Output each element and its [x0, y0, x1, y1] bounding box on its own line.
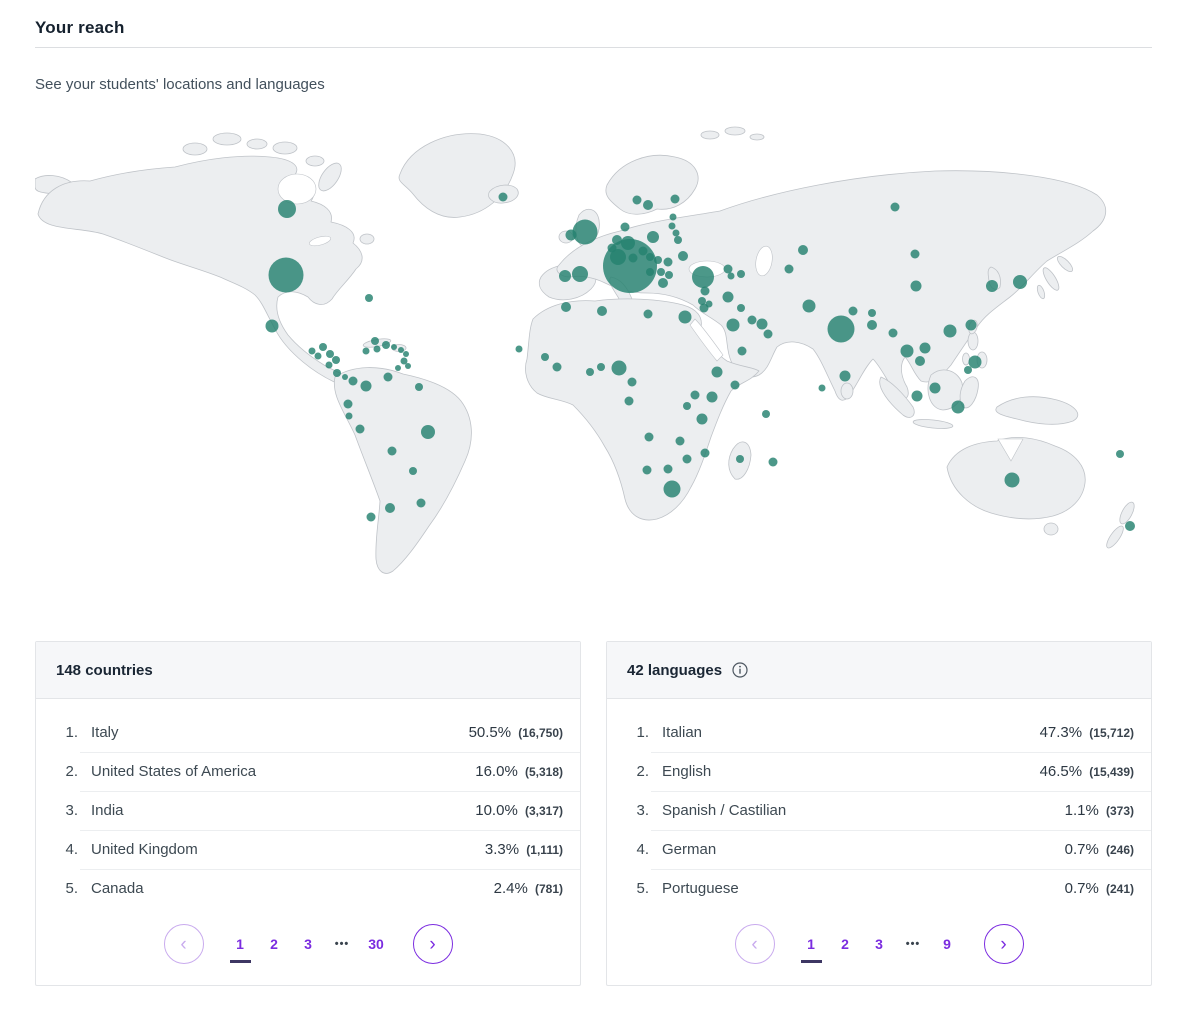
- country-value: 50.5% (16,750): [469, 724, 563, 741]
- stats-cards: 148 countries 1. Italy 50.5% (16,750) 2.…: [35, 641, 1152, 986]
- languages-page-1[interactable]: 1: [801, 936, 822, 952]
- chevron-right-icon: ›: [429, 935, 435, 954]
- countries-card-header: 148 countries: [36, 642, 580, 699]
- countries-card-title: 148 countries: [56, 662, 153, 679]
- language-percent: 46.5%: [1040, 763, 1083, 780]
- language-percent: 0.7%: [1065, 841, 1099, 858]
- page-title: Your reach: [35, 18, 1152, 38]
- language-name: English: [662, 763, 1040, 780]
- country-percent: 16.0%: [475, 763, 518, 780]
- country-count: (16,750): [518, 726, 563, 740]
- country-percent: 3.3%: [485, 841, 519, 858]
- language-row: 5. Portuguese 0.7% (241): [607, 869, 1151, 908]
- language-name: German: [662, 841, 1065, 858]
- country-value: 16.0% (5,318): [475, 763, 563, 780]
- languages-page-2[interactable]: 2: [835, 936, 856, 952]
- title-divider: [35, 47, 1152, 48]
- chevron-left-icon: ‹: [751, 935, 757, 954]
- countries-page-3[interactable]: 3: [298, 936, 319, 952]
- country-name: Canada: [91, 880, 494, 897]
- country-count: (781): [535, 882, 563, 896]
- country-name: India: [91, 802, 475, 819]
- country-percent: 2.4%: [494, 880, 528, 897]
- language-count: (246): [1106, 843, 1134, 857]
- language-rank: 3.: [627, 802, 649, 819]
- language-name: Italian: [662, 724, 1040, 741]
- country-value: 10.0% (3,317): [475, 802, 563, 819]
- country-name: United States of America: [91, 763, 475, 780]
- languages-page-3[interactable]: 3: [869, 936, 890, 952]
- country-row: 1. Italy 50.5% (16,750): [36, 713, 580, 752]
- languages-next-page-button[interactable]: ›: [984, 924, 1024, 964]
- languages-card-header: 42 languages: [607, 642, 1151, 699]
- languages-prev-page-button[interactable]: ‹: [735, 924, 775, 964]
- country-value: 2.4% (781): [494, 880, 563, 897]
- language-value: 1.1% (373): [1065, 802, 1134, 819]
- countries-pagination: ‹ 1 2 3 ••• 30 ›: [36, 924, 580, 985]
- world-map: [35, 119, 1152, 604]
- info-icon[interactable]: [732, 662, 748, 678]
- language-row: 2. English 46.5% (15,439): [607, 752, 1151, 791]
- your-reach-section: Your reach See your students' locations …: [0, 0, 1187, 1026]
- language-percent: 47.3%: [1040, 724, 1083, 741]
- country-row: 2. United States of America 16.0% (5,318…: [36, 752, 580, 791]
- country-row: 4. United Kingdom 3.3% (1,111): [36, 830, 580, 869]
- country-value: 3.3% (1,111): [485, 841, 563, 858]
- languages-pagination: ‹ 1 2 3 ••• 9 ›: [607, 924, 1151, 985]
- pagination-ellipsis: •••: [903, 938, 924, 950]
- language-value: 0.7% (246): [1065, 841, 1134, 858]
- country-row: 5. Canada 2.4% (781): [36, 869, 580, 908]
- country-rank: 1.: [56, 724, 78, 741]
- language-percent: 0.7%: [1065, 880, 1099, 897]
- language-row: 3. Spanish / Castilian 1.1% (373): [607, 791, 1151, 830]
- countries-next-page-button[interactable]: ›: [413, 924, 453, 964]
- language-rank: 1.: [627, 724, 649, 741]
- country-count: (5,318): [525, 765, 563, 779]
- chevron-right-icon: ›: [1000, 935, 1006, 954]
- language-rank: 2.: [627, 763, 649, 780]
- country-rank: 5.: [56, 880, 78, 897]
- map-land: [35, 127, 1137, 573]
- language-count: (241): [1106, 882, 1134, 896]
- language-name: Portuguese: [662, 880, 1065, 897]
- country-name: Italy: [91, 724, 469, 741]
- countries-page-1[interactable]: 1: [230, 936, 251, 952]
- language-count: (15,712): [1089, 726, 1134, 740]
- language-value: 47.3% (15,712): [1040, 724, 1134, 741]
- language-rank: 4.: [627, 841, 649, 858]
- language-rank: 5.: [627, 880, 649, 897]
- country-count: (1,111): [526, 843, 563, 857]
- countries-list: 1. Italy 50.5% (16,750) 2. United States…: [36, 713, 580, 908]
- countries-page-2[interactable]: 2: [264, 936, 285, 952]
- language-value: 46.5% (15,439): [1040, 763, 1134, 780]
- country-name: United Kingdom: [91, 841, 485, 858]
- language-percent: 1.1%: [1065, 802, 1099, 819]
- chevron-left-icon: ‹: [180, 935, 186, 954]
- languages-card-title: 42 languages: [627, 662, 722, 679]
- pagination-ellipsis: •••: [332, 938, 353, 950]
- country-percent: 10.0%: [475, 802, 518, 819]
- language-count: (15,439): [1089, 765, 1134, 779]
- languages-page-last[interactable]: 9: [937, 936, 958, 952]
- world-map-svg: [35, 119, 1152, 604]
- language-row: 1. Italian 47.3% (15,712): [607, 713, 1151, 752]
- language-value: 0.7% (241): [1065, 880, 1134, 897]
- country-rank: 4.: [56, 841, 78, 858]
- language-row: 4. German 0.7% (246): [607, 830, 1151, 869]
- country-count: (3,317): [525, 804, 563, 818]
- language-count: (373): [1106, 804, 1134, 818]
- languages-card: 42 languages 1. Italian 47.3% (15,712) 2: [606, 641, 1152, 986]
- language-name: Spanish / Castilian: [662, 802, 1065, 819]
- page-subtitle: See your students' locations and languag…: [35, 76, 1152, 93]
- countries-page-last[interactable]: 30: [366, 936, 387, 952]
- country-row: 3. India 10.0% (3,317): [36, 791, 580, 830]
- countries-prev-page-button[interactable]: ‹: [164, 924, 204, 964]
- languages-list: 1. Italian 47.3% (15,712) 2. English 46.…: [607, 713, 1151, 908]
- country-percent: 50.5%: [469, 724, 512, 741]
- countries-card: 148 countries 1. Italy 50.5% (16,750) 2.…: [35, 641, 581, 986]
- country-rank: 3.: [56, 802, 78, 819]
- country-rank: 2.: [56, 763, 78, 780]
